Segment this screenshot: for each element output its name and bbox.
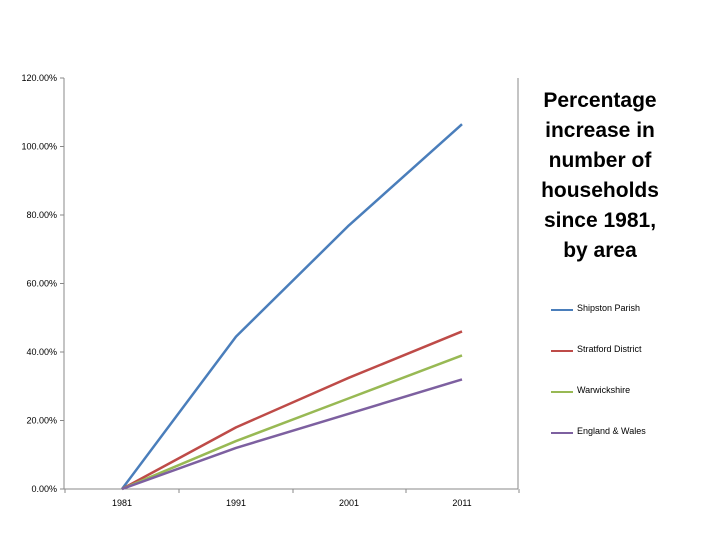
series-line-stratford-district: [121, 330, 463, 491]
x-tick-label: 2001: [339, 498, 359, 508]
x-tick-label: 1991: [226, 498, 246, 508]
series-line-england-wales: [121, 378, 463, 491]
legend-swatch: [551, 432, 573, 434]
legend-item-shipston-parish: Shipston Parish: [551, 300, 711, 341]
legend-label: England & Wales: [577, 426, 646, 436]
legend-swatch: [551, 350, 573, 352]
chart-title-line: number of: [548, 149, 652, 172]
y-tick-label: 40.00%: [26, 347, 57, 357]
chart-title-line: households: [541, 179, 659, 202]
chart-title: Percentage increase in number of househo…: [528, 86, 672, 266]
chart-title-line: increase in: [545, 119, 655, 142]
x-axis-ticks: 1981 1991 2001 2011: [64, 489, 520, 508]
chart-title-line: Percentage: [543, 89, 657, 112]
chart-title-line: since 1981,: [543, 209, 657, 232]
legend-label: Warwickshire: [577, 385, 631, 395]
legend-label: Shipston Parish: [577, 303, 641, 313]
y-axis-ticks: 0.00% 20.00% 40.00% 60.00% 80.00% 100.00% 120.…: [21, 73, 64, 494]
y-tick-label: 120.00%: [21, 73, 57, 83]
x-tick-label: 1981: [112, 498, 132, 508]
legend-swatch: [551, 309, 573, 311]
series-line-shipston-parish: [120, 123, 463, 490]
chart-title-line: by area: [563, 239, 637, 262]
y-tick-label: 0.00%: [31, 484, 57, 494]
y-tick-label: 100.00%: [21, 142, 57, 152]
legend-item-warwickshire: Warwickshire: [551, 382, 711, 423]
series-line-warwickshire: [121, 354, 463, 491]
legend-label: Stratford District: [577, 344, 642, 354]
y-tick-label: 60.00%: [26, 279, 57, 289]
chart-legend: Shipston Parish Stratford District Warwi…: [551, 300, 711, 464]
legend-item-england-wales: England & Wales: [551, 423, 711, 464]
legend-swatch: [551, 391, 573, 393]
y-tick-label: 20.00%: [26, 416, 57, 426]
y-tick-label: 80.00%: [26, 210, 57, 220]
legend-item-stratford-district: Stratford District: [551, 341, 711, 382]
series-lines: [120, 123, 463, 491]
x-tick-label: 2011: [452, 498, 471, 508]
